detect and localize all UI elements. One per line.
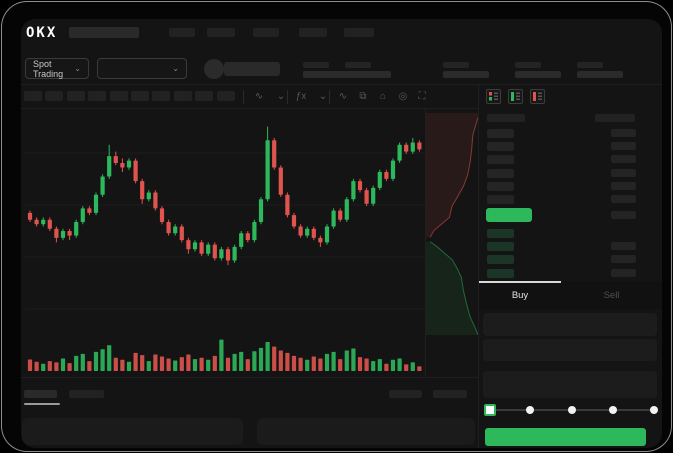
settings-icon[interactable]: ◎ bbox=[398, 91, 408, 102]
chevron-down-icon: ⌄ bbox=[74, 64, 81, 73]
ticker-stat bbox=[515, 62, 565, 78]
overlay-icon[interactable]: ∿ bbox=[338, 91, 348, 102]
ask-row-skeleton[interactable] bbox=[487, 195, 514, 204]
orderbook-cell-skeleton bbox=[611, 181, 636, 190]
orderbook-cell-skeleton bbox=[611, 211, 636, 219]
bid-row-skeleton[interactable] bbox=[487, 242, 514, 252]
tab-sell[interactable]: Sell bbox=[603, 289, 620, 301]
orderbook-col-header bbox=[487, 114, 525, 122]
ticker-stat bbox=[443, 62, 493, 78]
orderbook-cell-skeleton bbox=[611, 242, 636, 251]
nav-item-skeleton[interactable] bbox=[253, 28, 279, 37]
fullscreen-icon[interactable]: ⛶ bbox=[418, 91, 426, 102]
slider-stop[interactable] bbox=[650, 406, 658, 414]
indicators-icon[interactable]: ƒx bbox=[295, 91, 307, 102]
combined-book-icon[interactable] bbox=[486, 89, 501, 104]
ticker-stat bbox=[577, 62, 627, 78]
bottom-tab-skeleton-active[interactable] bbox=[24, 390, 57, 398]
interval-skeleton[interactable] bbox=[216, 91, 235, 101]
bottom-action-skeleton[interactable] bbox=[389, 390, 422, 398]
interval-skeleton[interactable] bbox=[109, 91, 128, 101]
pair-name-skeleton bbox=[224, 62, 280, 76]
ticker-stat bbox=[303, 62, 353, 78]
coin-avatar bbox=[204, 59, 224, 79]
order-total-input[interactable] bbox=[483, 371, 657, 398]
header-skeleton-bar bbox=[69, 27, 139, 38]
interval-skeleton[interactable] bbox=[131, 91, 149, 101]
candlestick-chart[interactable] bbox=[25, 113, 425, 335]
toolbar-divider bbox=[329, 90, 330, 104]
orderbook-cell-skeleton bbox=[611, 168, 636, 177]
nav-item-skeleton[interactable] bbox=[207, 28, 235, 37]
slider-stop[interactable] bbox=[608, 406, 617, 414]
bid-row-skeleton[interactable] bbox=[487, 229, 514, 238]
toolbar-divider bbox=[243, 90, 244, 104]
interval-skeleton[interactable] bbox=[66, 91, 85, 101]
order-price-input[interactable] bbox=[483, 313, 657, 336]
divider bbox=[21, 84, 662, 85]
market-type-label: Spot Trading bbox=[33, 58, 64, 79]
slider-handle[interactable] bbox=[484, 404, 496, 416]
bids-only-icon[interactable] bbox=[508, 89, 523, 104]
pair-selector[interactable]: ⌄ bbox=[97, 58, 187, 79]
ask-row-skeleton[interactable] bbox=[487, 129, 514, 138]
last-price-badge[interactable] bbox=[486, 208, 532, 222]
market-type-selector[interactable]: Spot Trading ⌄ bbox=[25, 58, 89, 79]
interval-skeleton[interactable] bbox=[24, 91, 42, 101]
toolbar-divider bbox=[287, 90, 288, 104]
ask-row-skeleton[interactable] bbox=[487, 168, 514, 178]
trade-tabbar: Buy Sell bbox=[479, 281, 662, 309]
interval-skeleton[interactable] bbox=[88, 91, 107, 101]
bottom-tab-indicator bbox=[24, 403, 60, 405]
slider-stop[interactable] bbox=[526, 406, 535, 414]
orderbook-cell-skeleton bbox=[611, 155, 636, 164]
ask-row-skeleton[interactable] bbox=[487, 155, 514, 165]
nav-item-skeleton[interactable] bbox=[169, 28, 195, 37]
volume-chart bbox=[27, 339, 422, 371]
order-amount-input[interactable] bbox=[483, 339, 657, 361]
bid-row-skeleton[interactable] bbox=[487, 268, 514, 278]
ask-row-skeleton[interactable] bbox=[487, 181, 514, 191]
bottom-panel bbox=[257, 418, 475, 445]
interval-skeleton[interactable] bbox=[152, 91, 171, 101]
interval-skeleton[interactable] bbox=[173, 91, 192, 101]
chevron-down-icon[interactable]: ⌄ bbox=[276, 91, 286, 102]
orderbook-cell-skeleton bbox=[611, 255, 636, 264]
divider bbox=[425, 108, 426, 377]
active-tab-indicator bbox=[479, 281, 561, 283]
nav-item-skeleton[interactable] bbox=[299, 28, 327, 37]
chevron-down-icon: ⌄ bbox=[172, 64, 179, 73]
app-screen: OKX Spot Trading ⌄ ⌄ bbox=[21, 19, 662, 448]
orderbook-col-header bbox=[595, 114, 635, 122]
bottom-action-skeleton[interactable] bbox=[433, 390, 467, 398]
bottom-tab-skeleton[interactable] bbox=[69, 390, 104, 398]
orderbook-cell-skeleton bbox=[611, 142, 636, 151]
orderbook-cell-skeleton bbox=[611, 195, 636, 203]
interval-skeleton[interactable] bbox=[195, 91, 214, 101]
bid-row-skeleton[interactable] bbox=[487, 255, 514, 265]
nav-item-skeleton[interactable] bbox=[344, 28, 374, 37]
asks-only-icon[interactable] bbox=[530, 89, 545, 104]
bottom-panel bbox=[22, 418, 243, 445]
ask-row-skeleton[interactable] bbox=[487, 142, 514, 152]
draw-tools-icon[interactable]: ⧉ bbox=[359, 91, 367, 102]
ticker-stat bbox=[345, 62, 395, 78]
line-style-icon[interactable]: ∿ bbox=[254, 91, 264, 102]
depth-chart bbox=[426, 113, 478, 335]
divider bbox=[478, 84, 479, 448]
camera-icon[interactable]: ⌂ bbox=[379, 91, 387, 102]
interval-skeleton[interactable] bbox=[45, 91, 64, 101]
okx-logo[interactable]: OKX bbox=[26, 25, 58, 41]
slider-stop[interactable] bbox=[567, 406, 576, 414]
chevron-down-icon[interactable]: ⌄ bbox=[318, 91, 328, 102]
orderbook-cell-skeleton bbox=[611, 268, 636, 277]
divider bbox=[21, 108, 478, 109]
divider bbox=[21, 377, 478, 378]
tab-buy[interactable]: Buy bbox=[511, 289, 529, 301]
orderbook-cell-skeleton bbox=[611, 129, 636, 137]
buy-submit-button[interactable] bbox=[485, 428, 646, 446]
